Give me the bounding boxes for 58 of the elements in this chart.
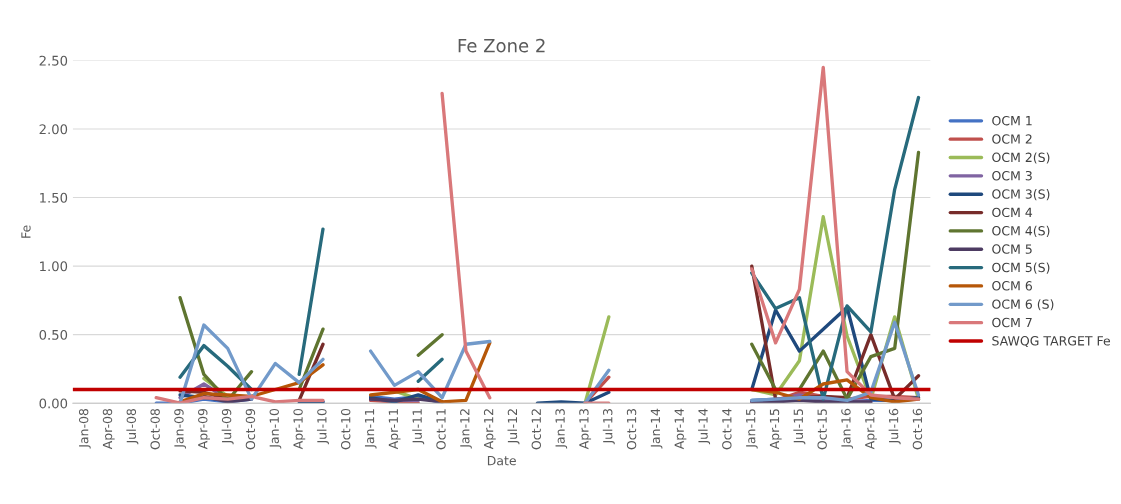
legend-label: OCM 1 <box>992 115 1032 126</box>
x-tick-label: Apr-13 <box>579 409 592 450</box>
x-tick-label: Jan-11 <box>364 409 377 449</box>
x-tick-label: Apr-11 <box>388 409 401 450</box>
y-tick-label: 0.50 <box>39 329 68 340</box>
x-tick-label: Oct-15 <box>817 409 827 450</box>
x-axis-title: Date <box>487 456 516 466</box>
x-tick-label: Jan-08 <box>78 408 91 449</box>
x-tick-label: Jan-12 <box>460 409 472 449</box>
y-tick-label: 1.50 <box>40 192 68 203</box>
x-tick-label: Oct-08 <box>150 408 160 450</box>
legend-label: OCM 4(S) <box>992 225 1050 237</box>
y-tick-label: 0.00 <box>39 398 68 409</box>
x-tick-label: Jul-14 <box>698 408 711 445</box>
x-tick-label: Jul-16 <box>888 408 901 445</box>
x-tick-label: Jul-09 <box>221 408 234 445</box>
x-tick-label: Apr-09 <box>198 408 210 450</box>
legend-label: OCM 2 <box>992 134 1032 144</box>
y-tick-label: 2.50 <box>39 55 68 66</box>
x-tick-label: Jan-14 <box>650 408 663 449</box>
x-tick-label: Oct-13 <box>626 409 637 450</box>
y-tick-label: 2.00 <box>39 124 68 135</box>
x-tick-label: Apr-16 <box>865 408 877 450</box>
x-tick-label: Jul-08 <box>126 408 139 445</box>
x-tick-label: Jan-09 <box>174 408 187 449</box>
x-tick-label: Jul-13 <box>602 409 615 445</box>
x-tick-label: Apr-08 <box>102 408 115 450</box>
y-axis-title: Fe <box>21 225 31 238</box>
x-tick-label: Apr-10 <box>293 408 306 450</box>
x-tick-label: Jul-11 <box>412 409 425 445</box>
x-tick-label: Oct-09 <box>245 408 256 450</box>
x-tick-label: Apr-15 <box>769 409 782 450</box>
x-tick-label: Apr-12 <box>483 409 496 450</box>
x-tick-label: Oct-16 <box>912 408 923 450</box>
x-tick-label: Oct-14 <box>722 408 732 450</box>
chart-title: Fe Zone 2 <box>458 38 545 53</box>
legend-label: SAWQG TARGET Fe <box>992 336 1111 347</box>
x-tick-label: Jul-15 <box>793 409 806 445</box>
x-tick-label: Jul-12 <box>507 409 520 445</box>
x-tick-label: Jul-10 <box>316 408 329 445</box>
legend-label: OCM 5(S) <box>992 262 1050 274</box>
x-tick-label: Oct-11 <box>436 409 446 450</box>
x-tick-label: Jan-16 <box>841 408 854 449</box>
x-tick-label: Jan-13 <box>555 409 568 449</box>
x-tick-label: Oct-10 <box>340 408 351 450</box>
legend-label: OCM 4 <box>992 207 1033 218</box>
x-tick-label: Jan-10 <box>269 408 282 449</box>
y-tick-label: 1.00 <box>40 261 68 272</box>
legend-label: OCM 3(S) <box>992 189 1050 201</box>
legend-label: OCM 2(S) <box>992 152 1050 164</box>
legend-label: OCM 5 <box>992 244 1032 254</box>
x-tick-label: Oct-12 <box>531 409 542 450</box>
legend-label: OCM 7 <box>992 317 1032 328</box>
legend-label: OCM 6 (S) <box>992 299 1054 311</box>
legend-label: OCM 6 <box>992 281 1032 291</box>
x-tick-label: Jan-15 <box>746 409 758 449</box>
x-tick-label: Apr-14 <box>674 408 687 450</box>
legend-label: OCM 3 <box>992 170 1032 181</box>
